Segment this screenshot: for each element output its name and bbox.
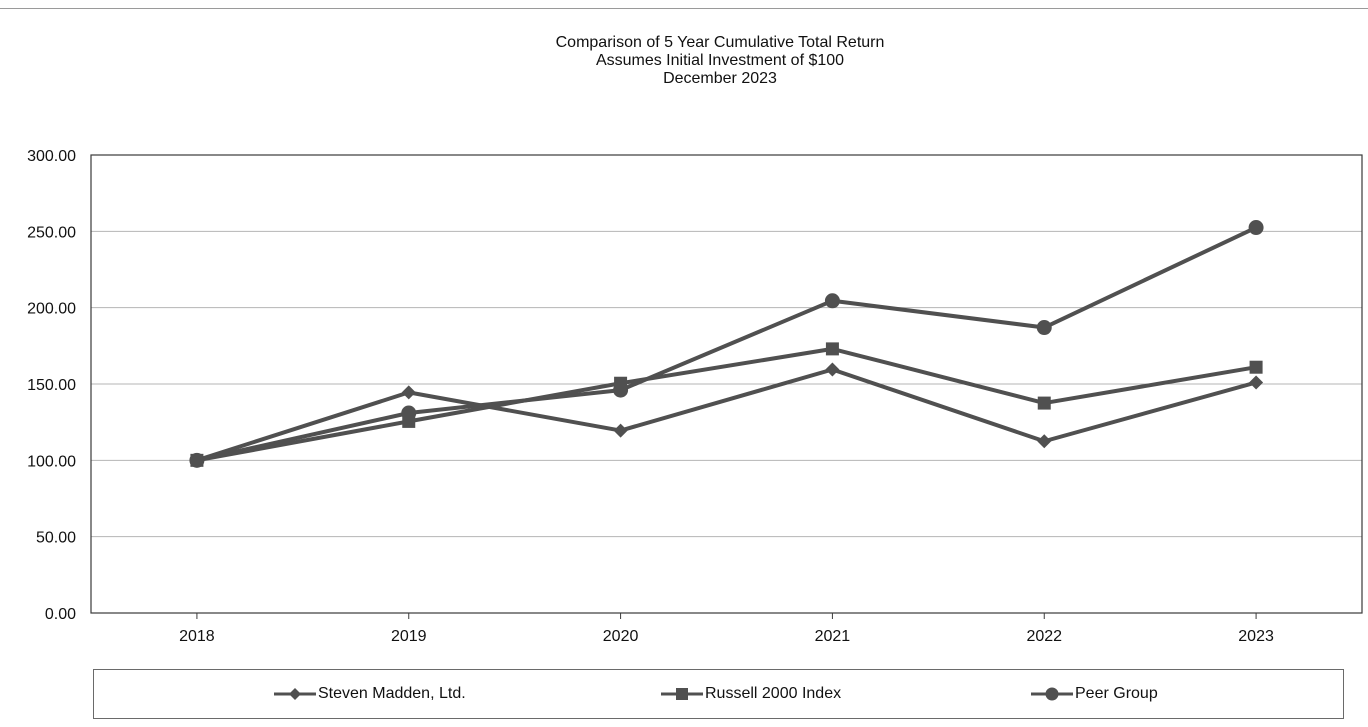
data-point-russell-2000-index-2019 (402, 414, 416, 428)
data-point-russell-2000-index-2021 (825, 342, 839, 356)
data-point-steven-madden-ltd-2018 (189, 453, 204, 468)
series-line-russell-2000-index (194, 346, 1259, 463)
chart-subtitle-line-1: Assumes Initial Investment of $100 (595, 52, 845, 69)
top-rule (0, 8, 1368, 9)
legend-label-russell-2000: Russell 2000 Index (705, 685, 842, 702)
legend: Steven Madden, Ltd. Russell 2000 Index P… (93, 669, 1344, 719)
data-point-russell-2000-index-2023 (1249, 360, 1263, 374)
x-tick-label: 2023 (1238, 628, 1274, 645)
plot-area-frame (90, 154, 1363, 614)
legend-item-peer-group: Peer Group (1031, 670, 1158, 718)
data-point-steven-madden-ltd-2019 (401, 385, 416, 400)
x-tick-label: 2019 (391, 628, 427, 645)
x-tick-label: 2020 (603, 628, 639, 645)
data-point-russell-2000-index-2020 (614, 376, 628, 390)
series-line-peer-group (194, 225, 1259, 463)
data-point-steven-madden-ltd-2023 (1249, 375, 1264, 390)
x-tick-label: 2022 (1026, 628, 1062, 645)
data-point-steven-madden-ltd-2021 (825, 362, 840, 377)
y-tick-label: 50.00 (36, 530, 76, 547)
y-tick-label: 100.00 (27, 453, 76, 470)
data-point-russell-2000-index-2022 (1037, 396, 1051, 410)
series-line-steven-madden-ltd (194, 367, 1259, 463)
data-point-peer-group-2023 (1248, 220, 1264, 236)
circle-marker-icon (1031, 687, 1073, 701)
y-tick-label: 0.00 (45, 606, 76, 623)
chart-title-block: Comparison of 5 Year Cumulative Total Re… (0, 34, 1368, 88)
y-tick-label: 300.00 (27, 148, 76, 165)
legend-label-steven-madden: Steven Madden, Ltd. (318, 685, 466, 702)
data-point-steven-madden-ltd-2022 (1037, 434, 1052, 449)
square-marker-icon (661, 688, 703, 700)
diamond-marker-icon (274, 688, 316, 700)
y-tick-label: 200.00 (27, 301, 76, 318)
legend-item-steven-madden: Steven Madden, Ltd. (274, 670, 466, 718)
data-point-steven-madden-ltd-2020 (613, 423, 628, 438)
x-tick-label: 2021 (815, 628, 851, 645)
data-point-peer-group-2021 (824, 293, 840, 309)
legend-label-peer-group: Peer Group (1075, 685, 1158, 702)
chart-subtitle-line-2: December 2023 (663, 70, 777, 87)
data-point-peer-group-2022 (1036, 320, 1052, 336)
x-tick-label: 2018 (179, 628, 215, 645)
y-tick-label: 150.00 (27, 377, 76, 394)
chart-title: Comparison of 5 Year Cumulative Total Re… (555, 34, 885, 51)
legend-item-russell-2000: Russell 2000 Index (661, 670, 841, 718)
y-tick-label: 250.00 (27, 224, 76, 241)
